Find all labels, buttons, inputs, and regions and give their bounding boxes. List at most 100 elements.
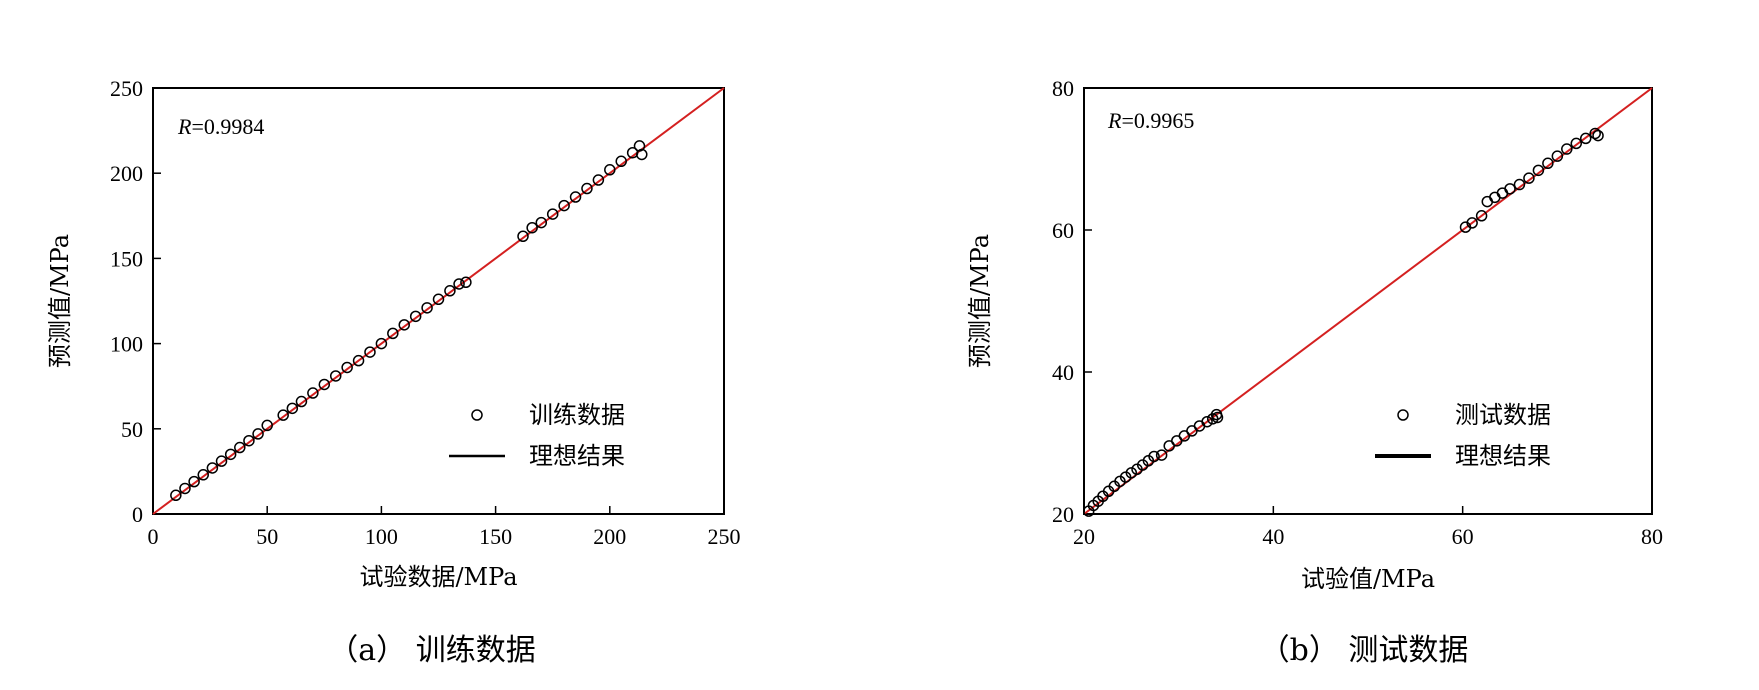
y-axis-label: 预测值/MPa: [966, 234, 994, 368]
y-tick-label: 20: [1052, 502, 1074, 527]
data-point: [1475, 210, 1488, 222]
data-point: [1532, 164, 1545, 177]
data-point: [1155, 449, 1168, 461]
data-point: [188, 475, 200, 488]
data-point: [1551, 150, 1564, 162]
plot-frame: [152, 87, 725, 515]
data-point: [1523, 172, 1535, 184]
data-point: [234, 441, 246, 454]
data-point: [170, 489, 182, 502]
data-point: [1504, 183, 1516, 195]
data-point: [409, 310, 422, 323]
x-axis-label: 试验数据/MPa: [359, 563, 517, 591]
data-point: [432, 293, 445, 306]
data-point: [224, 448, 237, 461]
chart-a-training: 0 50 100 150 200 250 0 50 100 150 200 250 试验数据/MPa 预测…: [46, 76, 741, 668]
legend-label-data: 测试数据: [1455, 401, 1551, 429]
data-point: [636, 148, 648, 161]
data-point: [453, 278, 465, 290]
data-point: [592, 174, 605, 186]
data-point: [569, 191, 582, 203]
x-tick-label: 0: [148, 524, 159, 549]
y-axis-label: 预测值/MPa: [46, 234, 74, 368]
data-point: [252, 428, 264, 440]
y-tick-label: 60: [1052, 218, 1074, 243]
data-point: [615, 155, 627, 168]
data-point: [206, 462, 219, 474]
data-point: [1211, 411, 1224, 424]
y-tick-label: 80: [1052, 76, 1074, 101]
x-tick-label: 150: [479, 524, 512, 549]
y-tick-label: 150: [110, 246, 143, 271]
data-point: [1201, 415, 1213, 428]
x-tick-label: 200: [593, 524, 626, 549]
r-value-annotation: R=0.9984: [177, 114, 264, 139]
data-point: [398, 319, 410, 331]
x-axis-label: 试验值/MPa: [1301, 565, 1435, 593]
legend-label-data: 训练数据: [529, 401, 625, 429]
data-point: [1589, 127, 1601, 140]
data-point: [1542, 157, 1554, 170]
data-point: [1561, 143, 1573, 155]
legend-marker-circle: [1397, 409, 1409, 421]
data-point: [375, 337, 388, 350]
data-point: [286, 402, 299, 415]
data-point: [1570, 137, 1583, 150]
data-point: [1496, 187, 1509, 199]
data-point: [197, 469, 209, 481]
data-point: [341, 361, 353, 374]
ideal-line: [1083, 87, 1653, 515]
data-point: [329, 370, 342, 382]
r-value-annotation: R=0.9965: [1107, 108, 1194, 133]
data-point: [1148, 450, 1160, 463]
data-point: [352, 354, 365, 367]
x-tick-label: 60: [1452, 524, 1474, 549]
y-tick-label: 50: [121, 417, 143, 442]
data-point: [277, 409, 289, 421]
r-value: =0.9984: [191, 114, 264, 139]
data-point: [261, 419, 273, 432]
y-tick-label: 40: [1052, 360, 1074, 385]
x-tick-label: 40: [1262, 524, 1284, 549]
x-tick-label: 80: [1641, 524, 1663, 549]
y-tick-label: 100: [110, 332, 143, 357]
y-tick-label: 0: [132, 502, 143, 527]
figure-caption: （b） 测试数据: [1260, 633, 1469, 668]
data-point: [604, 164, 616, 176]
data-point: [387, 327, 399, 340]
legend-label-ideal: 理想结果: [529, 442, 625, 470]
r-value: =0.9965: [1121, 108, 1194, 133]
y-tick-label: 250: [110, 76, 143, 101]
r-symbol: R: [177, 114, 192, 139]
data-point: [633, 140, 646, 152]
data-point: [1579, 132, 1592, 145]
y-tick-label: 200: [110, 161, 143, 186]
data-point: [517, 230, 529, 242]
data-point: [307, 387, 319, 399]
data-point: [1592, 129, 1604, 142]
legend-marker-circle: [471, 409, 483, 421]
data-point: [546, 208, 559, 220]
data-point: [243, 434, 255, 447]
x-tick-label: 100: [365, 524, 398, 549]
data-point: [1466, 217, 1478, 229]
data-point: [215, 455, 228, 467]
data-point: [1481, 195, 1494, 208]
data-point: [558, 199, 570, 212]
data-point: [1489, 191, 1501, 204]
data-point: [581, 182, 593, 195]
x-tick-label: 50: [256, 524, 278, 549]
chart-b-testing: 20 40 60 80 20 40 60 80 试验值/MPa 预测值/MPa R=0.9965 测试…: [966, 76, 1663, 668]
plot-frame: [1083, 87, 1653, 515]
ideal-line: [152, 87, 725, 515]
legend-label-ideal: 理想结果: [1455, 442, 1551, 470]
data-point: [526, 221, 538, 234]
data-point: [535, 216, 548, 229]
data-point: [318, 378, 331, 391]
data-point: [421, 302, 433, 314]
data-point: [460, 276, 472, 289]
figure-caption: （a） 训练数据: [328, 633, 535, 668]
data-point: [1513, 178, 1526, 191]
data-point: [1125, 467, 1138, 479]
